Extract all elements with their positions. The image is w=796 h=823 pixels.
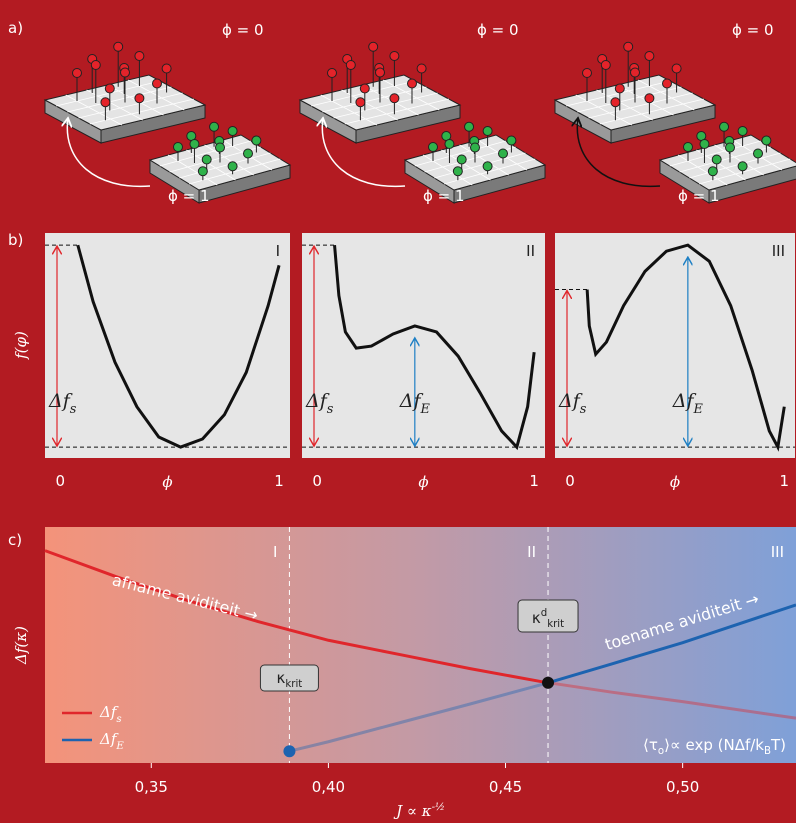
- ligand: [762, 136, 771, 145]
- ligand: [499, 149, 508, 158]
- plot-area: [45, 233, 290, 458]
- x-tick-label: 0: [312, 472, 322, 490]
- panel-label: a): [8, 19, 23, 37]
- ligand: [73, 69, 82, 78]
- ligand: [153, 79, 162, 88]
- plot-area: [45, 527, 796, 763]
- illustration: ϕ = 0 ϕ = 1 ϕ = 0 ϕ = 1 ϕ = 0 ϕ = 1: [45, 21, 796, 205]
- ligand: [483, 127, 492, 136]
- ligand: [390, 52, 399, 61]
- ligand: [408, 79, 417, 88]
- ligand: [198, 167, 207, 176]
- x-tick-label: 0,35: [135, 778, 168, 796]
- ligand: [228, 162, 237, 171]
- ligand: [457, 155, 466, 164]
- ligand: [672, 64, 681, 73]
- phi-label: ϕ = 0: [222, 21, 264, 39]
- y-axis-label: f(φ): [12, 331, 30, 360]
- ligand: [210, 122, 219, 131]
- ligand: [453, 167, 462, 176]
- panel-label: b): [8, 231, 23, 249]
- panel-roman: I: [276, 242, 280, 260]
- ligand: [507, 136, 516, 145]
- ligand: [429, 143, 438, 152]
- panel-roman: II: [526, 242, 535, 260]
- ligand: [700, 140, 709, 149]
- x-axis-label: ϕ: [670, 473, 680, 491]
- ligand: [645, 94, 654, 103]
- ligand: [328, 69, 337, 78]
- ligand: [228, 127, 237, 136]
- ligand: [445, 140, 454, 149]
- ligand: [135, 52, 144, 61]
- ligand: [754, 149, 763, 158]
- crossing-point: [542, 677, 554, 689]
- ligand: [708, 167, 717, 176]
- x-axis-label: J ∝ κ-½: [393, 801, 445, 821]
- phi-label: ϕ = 0: [732, 21, 774, 39]
- ligand: [631, 68, 640, 77]
- ligand: [738, 162, 747, 171]
- ligand: [121, 68, 130, 77]
- ligand: [174, 143, 183, 152]
- start-point: [283, 745, 295, 757]
- ligand: [216, 143, 225, 152]
- region-label: III: [771, 543, 784, 561]
- x-axis-label: ϕ: [162, 473, 172, 491]
- phi-label: ϕ = 1: [678, 187, 720, 205]
- x-tick-label: 1: [780, 472, 790, 490]
- plot-area: [302, 233, 545, 458]
- ligand: [356, 98, 365, 107]
- panel-label: c): [8, 531, 22, 549]
- ligand: [360, 84, 369, 93]
- ligand: [611, 98, 620, 107]
- ligand: [390, 94, 399, 103]
- x-axis-label: ϕ: [418, 473, 428, 491]
- ligand: [114, 42, 123, 51]
- x-tick-label: 0: [565, 472, 575, 490]
- ligand: [624, 42, 633, 51]
- ligand: [190, 140, 199, 149]
- region-label: I: [273, 543, 277, 561]
- ligand: [346, 61, 355, 70]
- ligand: [369, 42, 378, 51]
- phi-label: ϕ = 1: [168, 187, 210, 205]
- ligand: [684, 143, 693, 152]
- ligand: [726, 143, 735, 152]
- ligand: [645, 52, 654, 61]
- ligand: [105, 84, 114, 93]
- ligand: [601, 61, 610, 70]
- ligand: [244, 149, 253, 158]
- ligand: [376, 68, 385, 77]
- region-label: II: [527, 543, 536, 561]
- ligand: [417, 64, 426, 73]
- ligand: [162, 64, 171, 73]
- ligand: [101, 98, 110, 107]
- phi-label: ϕ = 1: [423, 187, 465, 205]
- phi-label: ϕ = 0: [477, 21, 519, 39]
- ligand: [720, 122, 729, 131]
- panel-roman: III: [772, 242, 785, 260]
- ligand: [583, 69, 592, 78]
- ligand: [135, 94, 144, 103]
- ligand: [91, 61, 100, 70]
- figure: ϕ = 0ϕ = 1ϕ = 0ϕ = 1ϕ = 0ϕ = 1 a)b)c)Δfs…: [0, 0, 796, 823]
- x-tick-label: 0,40: [312, 778, 345, 796]
- x-tick-label: 1: [529, 472, 539, 490]
- ligand: [471, 143, 480, 152]
- ligand: [712, 155, 721, 164]
- x-tick-label: 1: [274, 472, 284, 490]
- x-tick-label: 0,45: [489, 778, 522, 796]
- ligand: [738, 127, 747, 136]
- ligand: [202, 155, 211, 164]
- ligand: [663, 79, 672, 88]
- ligand: [252, 136, 261, 145]
- x-tick-label: 0,50: [666, 778, 699, 796]
- ligand: [615, 84, 624, 93]
- x-tick-label: 0: [56, 472, 66, 490]
- plot-area: [555, 233, 795, 458]
- ligand: [465, 122, 474, 131]
- ligand: [483, 162, 492, 171]
- y-axis-label: Δf(κ): [12, 626, 30, 665]
